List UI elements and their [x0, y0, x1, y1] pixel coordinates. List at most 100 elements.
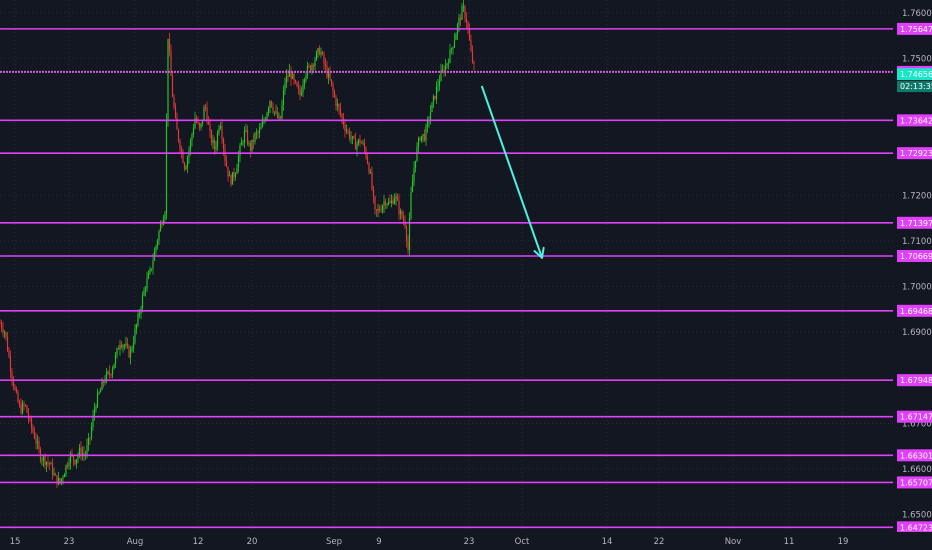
level-price-label: 1.66301 — [900, 451, 932, 460]
candle-body — [150, 268, 153, 270]
candle-body — [444, 65, 447, 73]
arrow-shaft — [481, 85, 543, 259]
time-tick-label: 9 — [376, 537, 381, 547]
candle-body — [258, 129, 261, 133]
candle-body — [234, 174, 237, 178]
candle-body — [411, 181, 414, 193]
candle-body — [329, 72, 331, 80]
candle-body — [216, 132, 219, 147]
candle-body — [417, 138, 420, 147]
candle-body — [282, 90, 285, 105]
candle-body — [363, 143, 366, 149]
level-price-tag — [897, 250, 932, 263]
candle-body — [83, 453, 85, 455]
candle-body — [209, 124, 211, 132]
candle-body — [50, 463, 52, 465]
candle-body — [192, 128, 195, 135]
time-axis[interactable] — [0, 532, 932, 550]
candle-body — [122, 345, 124, 348]
candle-body — [21, 403, 24, 414]
candle-body — [32, 427, 34, 433]
candle-body — [357, 139, 360, 144]
candle-body — [53, 473, 55, 475]
candle-body — [186, 157, 189, 168]
time-tick-label: 11 — [784, 537, 795, 547]
candle-body — [260, 126, 262, 130]
candle-body — [194, 118, 196, 129]
candle-body — [119, 345, 121, 350]
candle-body — [453, 39, 456, 47]
candle-body — [465, 18, 468, 23]
candle-body — [464, 6, 466, 19]
price-tick-label: 1.71000 — [902, 237, 932, 247]
candle-body — [447, 62, 450, 64]
candle-body — [398, 200, 400, 214]
level-price-label: 1.75647 — [900, 25, 932, 34]
candle-body — [236, 167, 238, 175]
candle-body — [6, 336, 9, 351]
level-price-label: 1.67948 — [900, 376, 932, 385]
candle-body — [473, 61, 475, 64]
level-price-label: 1.70669 — [900, 252, 932, 261]
candle-body — [120, 345, 123, 348]
candle-body — [189, 140, 192, 151]
candle-body — [210, 131, 213, 143]
candle-body — [134, 329, 136, 343]
candle-body — [371, 171, 373, 190]
time-tick-label: 22 — [654, 537, 665, 547]
candle-body — [159, 223, 162, 232]
candle-body — [374, 196, 376, 210]
candle-body — [176, 117, 178, 130]
candle-body — [366, 156, 369, 164]
candle-body — [62, 477, 64, 479]
candle-body — [273, 111, 276, 113]
candle-body — [299, 88, 301, 96]
candle-body — [375, 209, 378, 211]
price-tick-label: 1.76000 — [902, 9, 932, 19]
candle-body — [279, 116, 282, 119]
candle-body — [33, 432, 36, 439]
candle-body — [372, 189, 375, 197]
candle-body — [167, 38, 169, 121]
candle-body — [92, 415, 94, 427]
candle-body — [30, 418, 33, 428]
candle-body — [3, 332, 6, 333]
candle-body — [455, 33, 457, 40]
candle-body — [354, 138, 357, 150]
candle-body — [20, 405, 22, 414]
candle-body — [35, 438, 37, 444]
candle-body — [255, 132, 258, 134]
candle-body — [245, 130, 247, 132]
candle-body — [269, 101, 271, 109]
candle-body — [303, 79, 306, 85]
candle-body — [414, 160, 417, 169]
candle-body — [315, 51, 318, 60]
candle-body — [161, 223, 163, 225]
candle-body — [207, 121, 210, 125]
time-tick-label: 12 — [193, 537, 204, 547]
countdown-tag — [897, 81, 932, 93]
candle-body — [173, 96, 175, 108]
candle-body — [392, 200, 394, 204]
candle-body — [65, 465, 67, 475]
time-tick-label: 15 — [10, 537, 21, 547]
candle-body — [197, 121, 199, 124]
time-tick-label: Oct — [515, 537, 530, 547]
candle-body — [222, 139, 225, 149]
candle-body — [420, 135, 423, 141]
candle-body — [237, 155, 240, 168]
candle-body — [344, 124, 346, 131]
candle-body — [312, 64, 315, 67]
candle-body — [449, 49, 451, 63]
candle-body — [146, 278, 148, 289]
candle-body — [56, 475, 58, 485]
candle-body — [110, 374, 112, 376]
candle-body — [212, 140, 214, 143]
candle-body — [158, 231, 160, 241]
candle-body — [23, 403, 25, 406]
candle-body — [114, 355, 117, 364]
candle-body — [233, 172, 235, 178]
time-tick-label: 14 — [602, 537, 613, 547]
candle-body — [8, 350, 10, 358]
